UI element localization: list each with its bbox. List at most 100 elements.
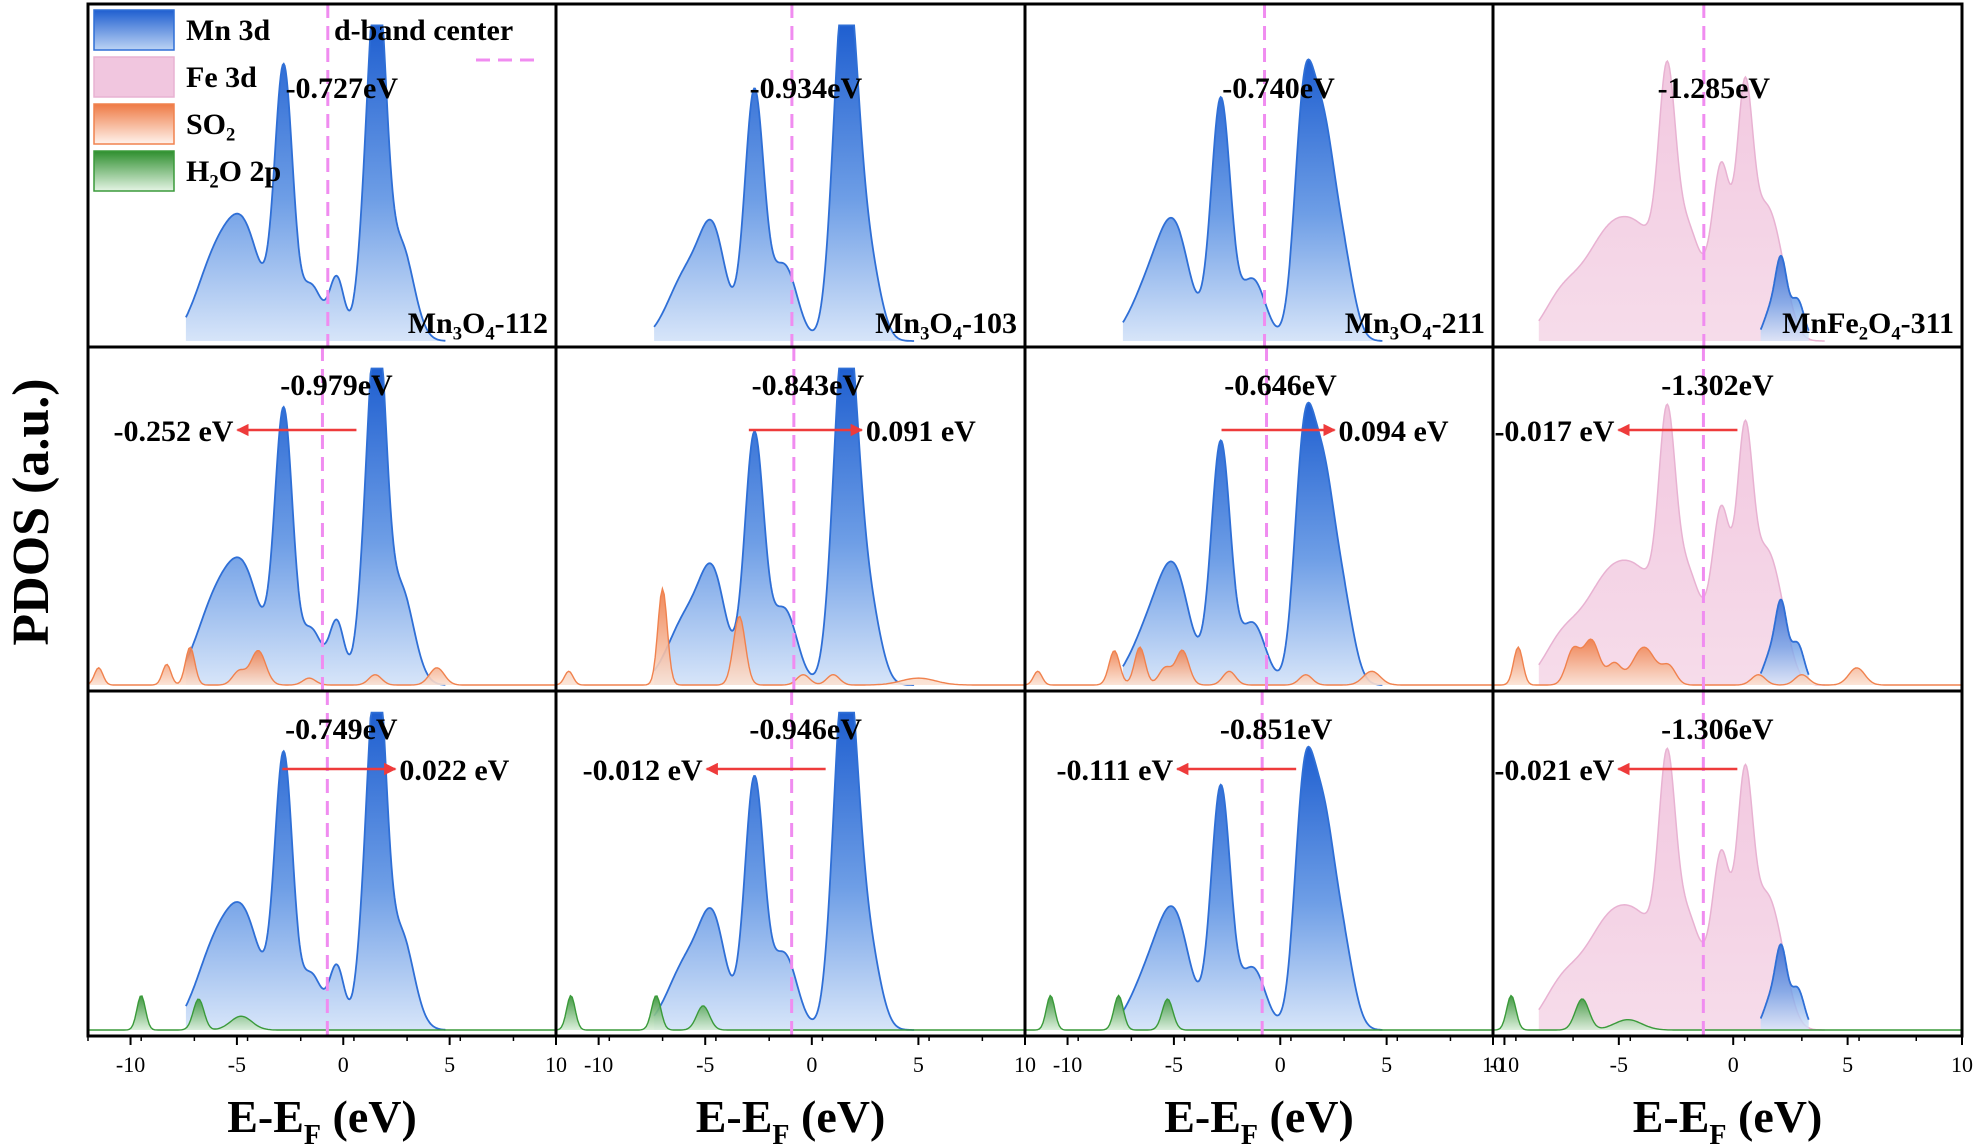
fe-3d-line xyxy=(1538,747,1825,1031)
panel-frame xyxy=(1491,689,1964,1038)
surface-label: Mn3O4-103 xyxy=(875,307,1017,345)
d-band-center-value: -0.727eV xyxy=(286,72,399,105)
legend-swatch-so2 xyxy=(93,103,175,145)
panel-mn3o4-112: -0.727eV Mn3O4-112 xyxy=(86,2,558,349)
legend-item-d-band-center: d-band center xyxy=(334,14,540,62)
mn-3d-line xyxy=(653,24,915,342)
panel-mn3o4-103: -0.934eV Mn3O4-103 xyxy=(554,2,1027,349)
shift-value: -0.252 eV xyxy=(113,415,233,448)
d-band-center-value: -1.306eV xyxy=(1661,713,1774,746)
x-tick-label: -10 xyxy=(1490,1052,1519,1077)
x-tick-label: -10 xyxy=(584,1052,613,1077)
x-axis-col-0: -10 -5 0 5 10 E-EF (eV) xyxy=(87,1036,567,1144)
shift-value: 0.094 eV xyxy=(1339,415,1449,448)
d-band-center-value: -0.946eV xyxy=(749,713,862,746)
h2o-line xyxy=(1493,994,1962,1031)
legend-swatch-h2o xyxy=(93,150,175,192)
panel-mn3o4-211: -0.740eV Mn3O4-211 xyxy=(1023,2,1495,349)
x-tick-label: 0 xyxy=(806,1052,817,1077)
fe-3d-area xyxy=(1538,748,1825,1030)
mn-3d-area xyxy=(1122,746,1383,1030)
shift-value: 0.022 eV xyxy=(399,754,509,787)
so2-area xyxy=(88,647,556,685)
shift-value: -0.021 eV xyxy=(1494,754,1614,787)
d-band-center-value: -0.646eV xyxy=(1224,369,1337,402)
legend: Mn 3d Fe 3d SO2 H2O 2p d-band center xyxy=(93,9,540,193)
mn-3d-area xyxy=(654,25,915,342)
so2-area xyxy=(1025,647,1493,685)
x-axis-col-3: -10 -5 0 5 10 E-EF (eV) xyxy=(1490,1036,1973,1144)
mn-3d-area xyxy=(1122,402,1383,685)
mn-3d-area xyxy=(1122,59,1383,342)
y-axis-label: PDOS (a.u.) xyxy=(3,378,60,645)
so2-area xyxy=(1493,639,1962,685)
panel-mn3o4-103-h2o: -0.946eV -0.012 eV xyxy=(554,689,1027,1038)
x-tick-label: 5 xyxy=(444,1052,455,1077)
legend-swatch-mn xyxy=(93,9,175,51)
x-axis-label: E-EF (eV) xyxy=(1164,1091,1354,1144)
mn-3d-line xyxy=(185,24,446,342)
mn-3d-line xyxy=(1759,943,1810,1021)
d-band-center-value: -0.749eV xyxy=(285,713,398,746)
h2o-line xyxy=(88,995,556,1031)
legend-label-d-band-center: d-band center xyxy=(334,14,513,47)
shift-value: -0.012 eV xyxy=(583,754,703,787)
legend-label-mn: Mn 3d xyxy=(186,14,271,47)
x-tick-label: 5 xyxy=(1842,1052,1853,1077)
mn-3d-line xyxy=(1759,254,1810,332)
x-tick-label: -5 xyxy=(1610,1052,1628,1077)
x-tick-label: 0 xyxy=(1275,1052,1286,1077)
h2o-area xyxy=(1025,995,1493,1030)
h2o-area xyxy=(1493,995,1962,1030)
mn-3d-line xyxy=(1759,598,1810,676)
x-tick-label: 0 xyxy=(338,1052,349,1077)
fe-3d-line xyxy=(1538,59,1825,342)
shift-value: -0.017 eV xyxy=(1494,415,1614,448)
x-tick-label: -5 xyxy=(696,1052,714,1077)
so2-line xyxy=(556,586,1025,686)
x-tick-label: 10 xyxy=(1482,1052,1504,1077)
surface-label: Mn3O4-211 xyxy=(1345,307,1485,345)
panel-mn3o4-211-h2o: -0.851eV -0.111 eV xyxy=(1023,689,1495,1038)
d-band-center-value: -0.851eV xyxy=(1220,713,1333,746)
x-tick-label: 10 xyxy=(1014,1052,1036,1077)
x-tick-label: -10 xyxy=(1053,1052,1082,1077)
d-band-center-value: -0.740eV xyxy=(1222,72,1335,105)
x-tick-label: 0 xyxy=(1728,1052,1739,1077)
legend-label-fe: Fe 3d xyxy=(186,61,257,94)
fe-3d-line xyxy=(1538,403,1825,686)
mn-3d-area xyxy=(654,368,915,685)
fe-3d-area xyxy=(1538,404,1825,685)
legend-swatch-fe xyxy=(93,56,175,98)
panel-mn3o4-112-so2: -0.979eV -0.252 eV xyxy=(86,345,558,693)
legend-item-so2: SO2 xyxy=(93,103,235,146)
mn-3d-line xyxy=(1122,745,1383,1031)
d-band-center-value: -0.843eV xyxy=(752,369,865,402)
legend-label-so2: SO2 xyxy=(186,108,235,146)
legend-item-mn: Mn 3d xyxy=(93,9,271,51)
panel-grid: -0.727eVMn3O4-112-0.934eVMn3O4-103-0.740… xyxy=(86,2,1964,1038)
d-band-center-value: -0.979eV xyxy=(280,369,393,402)
x-tick-label: -5 xyxy=(228,1052,246,1077)
shift-value: 0.091 eV xyxy=(866,415,976,448)
legend-item-fe: Fe 3d xyxy=(93,56,257,98)
fe-3d-area xyxy=(1538,61,1825,341)
mn-3d-area xyxy=(1760,255,1809,341)
panel-mnfe2o4-311-h2o: -1.306eV -0.021 eV xyxy=(1491,689,1964,1038)
surface-label: Mn3O4-112 xyxy=(408,307,548,345)
x-axis-col-2: -10 -5 0 5 10 E-EF (eV) xyxy=(1024,1036,1504,1144)
mn-3d-area xyxy=(185,368,446,685)
mn-3d-area xyxy=(185,25,446,342)
so2-line xyxy=(1493,638,1962,686)
x-axis-label: E-EF (eV) xyxy=(1633,1091,1823,1144)
x-axes: -10 -5 0 5 10 E-EF (eV) -10 -5 0 5 10 E-EF (eV) -10 -… xyxy=(87,1036,1973,1144)
mn-3d-area xyxy=(185,712,446,1030)
x-tick-label: 5 xyxy=(913,1052,924,1077)
h2o-area xyxy=(88,996,556,1030)
x-tick-label: -10 xyxy=(116,1052,145,1077)
so2-line xyxy=(1025,646,1493,686)
mn-3d-area xyxy=(1760,599,1809,685)
